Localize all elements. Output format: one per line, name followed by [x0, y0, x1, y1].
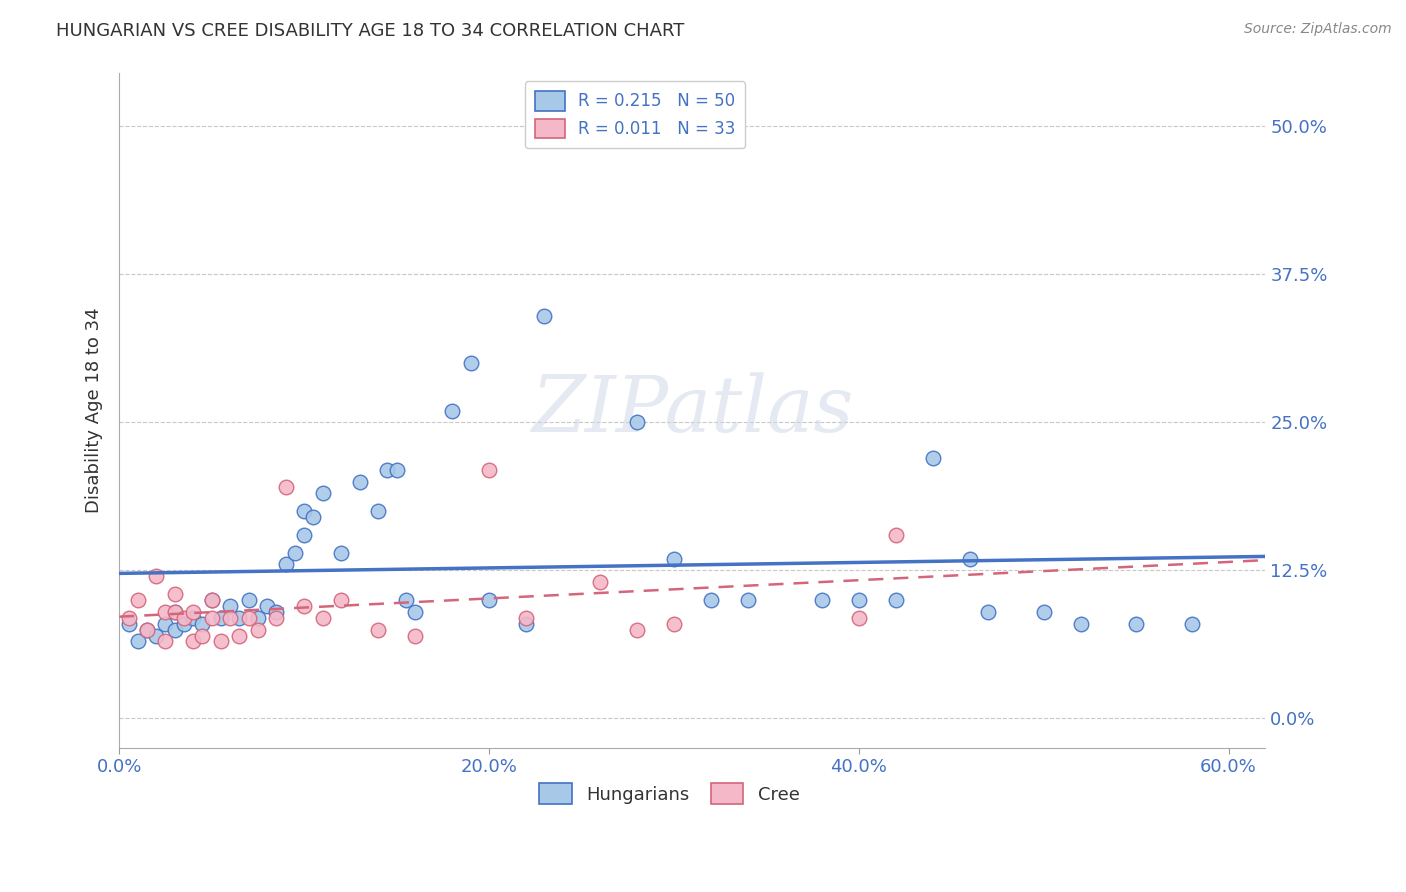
Point — [136, 623, 159, 637]
Point — [848, 611, 870, 625]
Point — [155, 616, 177, 631]
Point — [155, 605, 177, 619]
Point — [700, 593, 723, 607]
Point — [515, 611, 537, 625]
Point — [266, 611, 288, 625]
Point — [884, 528, 907, 542]
Point — [219, 599, 242, 613]
Point — [274, 558, 297, 572]
Point — [302, 510, 325, 524]
Point — [626, 623, 648, 637]
Point — [219, 611, 242, 625]
Point — [163, 605, 186, 619]
Point — [1070, 616, 1092, 631]
Point — [478, 463, 501, 477]
Point — [662, 616, 685, 631]
Point — [155, 634, 177, 648]
Point — [478, 593, 501, 607]
Text: Source: ZipAtlas.com: Source: ZipAtlas.com — [1244, 22, 1392, 37]
Point — [1125, 616, 1147, 631]
Point — [1032, 605, 1054, 619]
Point — [136, 623, 159, 637]
Point — [117, 616, 139, 631]
Point — [977, 605, 1000, 619]
Point — [266, 605, 288, 619]
Point — [209, 634, 232, 648]
Point — [117, 611, 139, 625]
Point — [181, 605, 204, 619]
Point — [959, 551, 981, 566]
Point — [533, 309, 555, 323]
Point — [145, 628, 167, 642]
Point — [201, 593, 224, 607]
Point — [191, 616, 214, 631]
Legend: Hungarians, Cree: Hungarians, Cree — [530, 774, 808, 814]
Point — [191, 628, 214, 642]
Point — [921, 450, 943, 465]
Point — [163, 587, 186, 601]
Point — [201, 593, 224, 607]
Point — [238, 611, 260, 625]
Point — [404, 628, 426, 642]
Point — [311, 486, 333, 500]
Point — [238, 593, 260, 607]
Point — [173, 611, 195, 625]
Point — [375, 463, 398, 477]
Point — [367, 623, 389, 637]
Point — [209, 611, 232, 625]
Point — [404, 605, 426, 619]
Point — [589, 575, 612, 590]
Point — [311, 611, 333, 625]
Point — [349, 475, 371, 489]
Point — [163, 605, 186, 619]
Point — [274, 481, 297, 495]
Point — [246, 611, 269, 625]
Point — [228, 628, 250, 642]
Point — [173, 616, 195, 631]
Point — [848, 593, 870, 607]
Point — [737, 593, 759, 607]
Point — [256, 599, 278, 613]
Point — [246, 623, 269, 637]
Point — [385, 463, 408, 477]
Point — [1180, 616, 1202, 631]
Point — [441, 403, 464, 417]
Point — [292, 599, 315, 613]
Point — [127, 593, 149, 607]
Point — [127, 634, 149, 648]
Point — [228, 611, 250, 625]
Text: ZIPatlas: ZIPatlas — [531, 372, 853, 449]
Point — [515, 616, 537, 631]
Point — [884, 593, 907, 607]
Point — [626, 415, 648, 429]
Point — [662, 551, 685, 566]
Point — [460, 356, 482, 370]
Point — [810, 593, 832, 607]
Point — [292, 504, 315, 518]
Point — [395, 593, 418, 607]
Point — [284, 546, 307, 560]
Point — [145, 569, 167, 583]
Point — [181, 611, 204, 625]
Point — [367, 504, 389, 518]
Point — [330, 593, 353, 607]
Point — [292, 528, 315, 542]
Y-axis label: Disability Age 18 to 34: Disability Age 18 to 34 — [86, 308, 103, 513]
Point — [181, 634, 204, 648]
Text: HUNGARIAN VS CREE DISABILITY AGE 18 TO 34 CORRELATION CHART: HUNGARIAN VS CREE DISABILITY AGE 18 TO 3… — [56, 22, 685, 40]
Point — [201, 611, 224, 625]
Point — [163, 623, 186, 637]
Point — [330, 546, 353, 560]
